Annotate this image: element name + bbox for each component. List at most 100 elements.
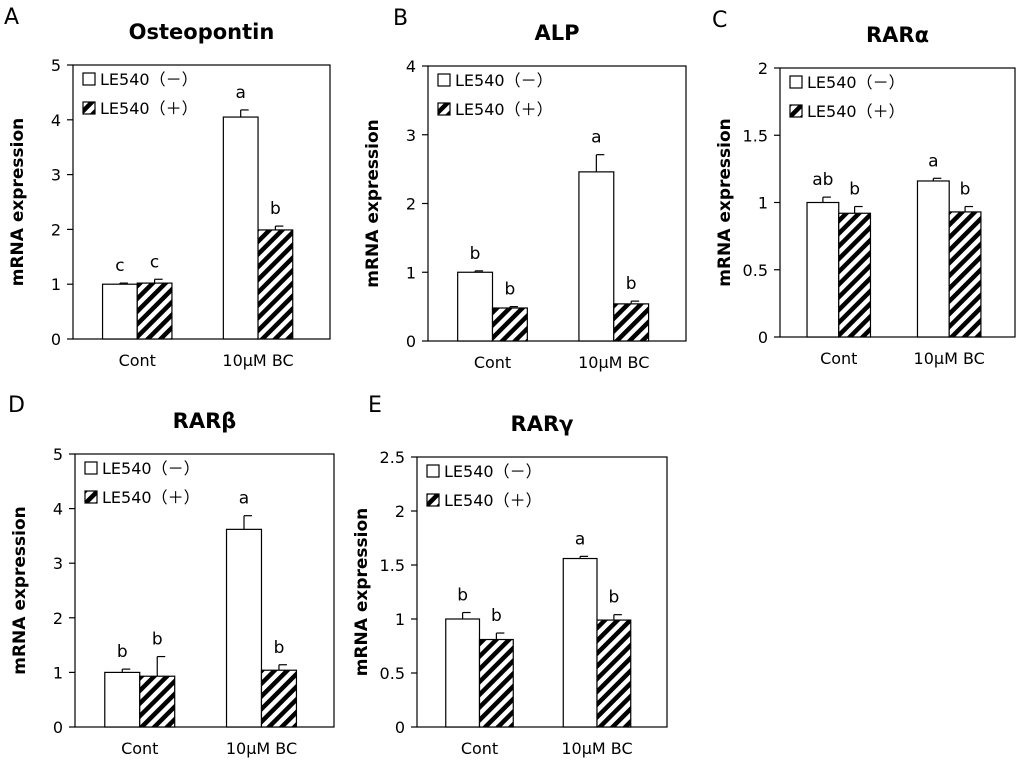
- bar-le540-plus-cont: [139, 675, 176, 728]
- bar-le540-minus-bc: [578, 171, 615, 342]
- y-tick-label: 1: [406, 263, 416, 282]
- x-category-label: Cont: [474, 353, 511, 372]
- y-tick-label: 5: [53, 445, 63, 464]
- x-category-label: Cont: [121, 739, 158, 758]
- bar-le540-plus-bc: [613, 303, 650, 342]
- bar-le540-minus-bc: [225, 528, 263, 728]
- significance-label: b: [608, 588, 619, 608]
- chart-title: Osteopontin: [129, 20, 275, 44]
- bar-le540-plus-bc: [948, 211, 982, 338]
- y-tick-label: 5: [51, 56, 61, 75]
- legend-swatch: [84, 461, 98, 475]
- x-category-label: 10μM BC: [578, 353, 649, 372]
- chart-title: ALP: [534, 21, 579, 45]
- bar-le540-plus-cont: [136, 282, 173, 340]
- bar-le540-minus-bc: [916, 180, 950, 338]
- y-tick-label: 2: [406, 195, 416, 214]
- y-tick-label: 0: [395, 718, 405, 737]
- y-tick-label: 2: [758, 59, 768, 78]
- y-tick-label: 0: [53, 718, 63, 737]
- significance-label: b: [491, 606, 502, 626]
- legend-label: LE540（＋）: [100, 99, 198, 118]
- y-tick-label: 4: [406, 57, 416, 76]
- y-tick-label: 1: [395, 610, 405, 629]
- x-category-label: Cont: [820, 349, 857, 368]
- legend-label: LE540（＋）: [807, 102, 905, 121]
- y-tick-label: 2.5: [380, 448, 405, 467]
- legend-label: LE540（－）: [807, 73, 905, 92]
- y-tick-label: 1.5: [743, 126, 768, 145]
- plot-frame: [72, 64, 331, 340]
- significance-label: b: [274, 638, 285, 658]
- significance-label: b: [270, 199, 281, 219]
- significance-label: b: [152, 630, 163, 650]
- y-tick-label: 2: [395, 502, 405, 521]
- bar-le540-minus-cont: [445, 618, 481, 728]
- y-tick-label: 1: [53, 663, 63, 682]
- legend-label: LE540（＋）: [444, 491, 542, 510]
- y-tick-label: 1.5: [380, 556, 405, 575]
- bar-le540-minus-cont: [101, 283, 138, 340]
- significance-label: b: [470, 244, 481, 264]
- plot-frame: [74, 453, 335, 728]
- significance-label: b: [457, 586, 468, 606]
- panel-letter: C: [712, 8, 727, 33]
- significance-label: a: [591, 128, 601, 148]
- y-tick-label: 3: [53, 554, 63, 573]
- y-tick-label: 1: [51, 275, 61, 294]
- significance-label: ab: [812, 170, 833, 190]
- x-category-label: 10μM BC: [561, 739, 632, 758]
- x-category-label: 10μM BC: [222, 351, 293, 370]
- y-tick-label: 4: [53, 500, 63, 519]
- y-tick-label: 0.5: [743, 261, 768, 280]
- bar-le540-plus-bc: [596, 619, 632, 728]
- bar-le540-plus-bc: [257, 229, 294, 340]
- bar-le540-minus-cont: [806, 201, 840, 338]
- bar-le540-plus-cont: [838, 212, 872, 338]
- significance-label: b: [849, 180, 860, 200]
- y-tick-label: 4: [51, 111, 61, 130]
- y-tick-label: 0: [758, 328, 768, 347]
- chart-panel-e: E RARγ 0 0.5 1 1.5 2 2.5 mRNA expression b a b b Cont…: [352, 393, 668, 758]
- legend-swatch: [426, 493, 440, 507]
- legend-swatch: [82, 101, 96, 115]
- legend-label: LE540（－）: [455, 71, 553, 90]
- chart-title: RARβ: [173, 409, 237, 433]
- significance-label: c: [150, 252, 159, 272]
- y-tick-label: 0.5: [380, 664, 405, 683]
- panel-letter: B: [393, 6, 408, 31]
- chart-title: RARγ: [511, 412, 574, 436]
- legend-swatch: [426, 464, 440, 478]
- legend-label: LE540（－）: [444, 462, 542, 481]
- chart-title: RARα: [866, 23, 929, 47]
- significance-label: a: [575, 529, 585, 549]
- y-axis-label: mRNA expression: [715, 118, 735, 287]
- bar-le540-plus-cont: [491, 307, 528, 342]
- bar-le540-minus-cont: [104, 671, 141, 728]
- bar-le540-minus-bc: [562, 557, 598, 728]
- chart-panel-b: B ALP 0 1 2 3 4 mRNA expression b a b b Cont 10μM BC L…: [363, 6, 687, 372]
- significance-label: a: [235, 83, 245, 103]
- legend-label: LE540（＋）: [102, 488, 200, 507]
- legend-label: LE540（＋）: [455, 100, 553, 119]
- legend-swatch: [789, 75, 803, 89]
- significance-label: c: [115, 256, 124, 276]
- bar-le540-minus-cont: [457, 271, 494, 342]
- panel-letter: E: [368, 393, 382, 418]
- significance-label: b: [960, 180, 971, 200]
- panel-letter: A: [4, 5, 19, 30]
- x-category-label: 10μM BC: [914, 349, 985, 368]
- y-tick-label: 1: [758, 194, 768, 213]
- y-tick-label: 0: [51, 330, 61, 349]
- y-tick-label: 0: [406, 332, 416, 351]
- legend-swatch: [789, 104, 803, 118]
- y-tick-label: 2: [51, 220, 61, 239]
- y-tick-label: 3: [406, 126, 416, 145]
- y-axis-label: mRNA expression: [8, 118, 28, 287]
- chart-panel-a: A Osteopontin 0 1 2 3 4 5 mRNA expression c a c b Con…: [4, 5, 331, 370]
- x-category-label: Cont: [119, 351, 156, 370]
- y-tick-label: 2: [53, 609, 63, 628]
- chart-panel-d: D RARβ 0 1 2 3 4 5 mRNA expression b a b b Cont 10μM B…: [8, 393, 335, 758]
